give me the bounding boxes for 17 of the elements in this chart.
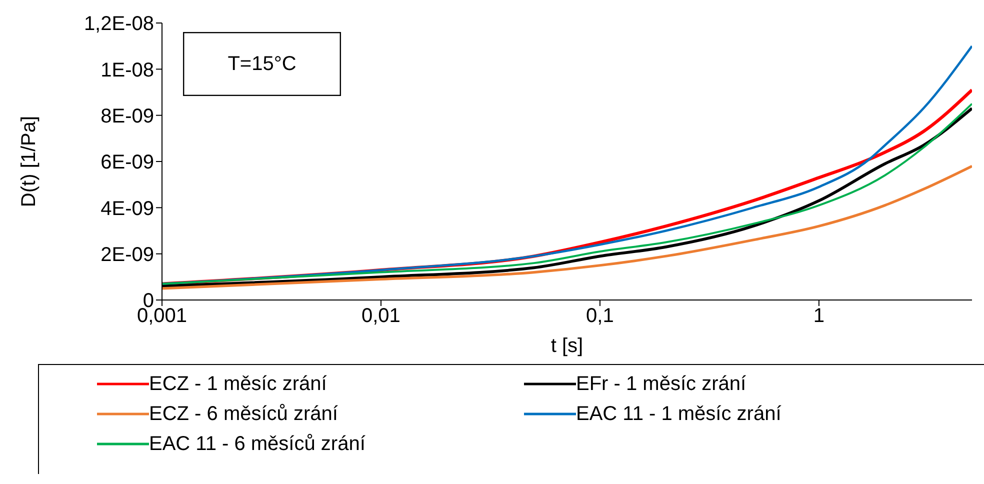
x-axis-title: t [s] [550, 335, 584, 357]
legend-label: EAC 11 - 6 měsíců zrání [149, 432, 366, 456]
y-tick-label: 8E-09 [100, 105, 154, 128]
y-axis-title: D(t) [1/Pa] [18, 116, 40, 208]
annotation: T=15°C [228, 52, 296, 76]
y-tick-label: 6E-09 [100, 152, 154, 174]
x-tick-label: 0,1 [586, 305, 614, 328]
legend-label: ECZ - 1 měsíc zrání [149, 372, 327, 396]
y-tick-label: 1E-08 [100, 59, 154, 82]
legend-label: EFr - 1 měsíc zrání [576, 372, 746, 396]
y-tick-label: 4E-09 [100, 198, 154, 220]
legend-label: ECZ - 6 měsíců zrání [149, 402, 338, 426]
y-tick-label: 1,2E-08 [84, 13, 154, 36]
x-tick-label: 1 [813, 305, 824, 328]
legend-label: EAC 11 - 1 měsíc zrání [576, 402, 782, 426]
y-tick-label: 2E-09 [100, 244, 154, 266]
x-tick-label: 0,01 [362, 305, 400, 328]
